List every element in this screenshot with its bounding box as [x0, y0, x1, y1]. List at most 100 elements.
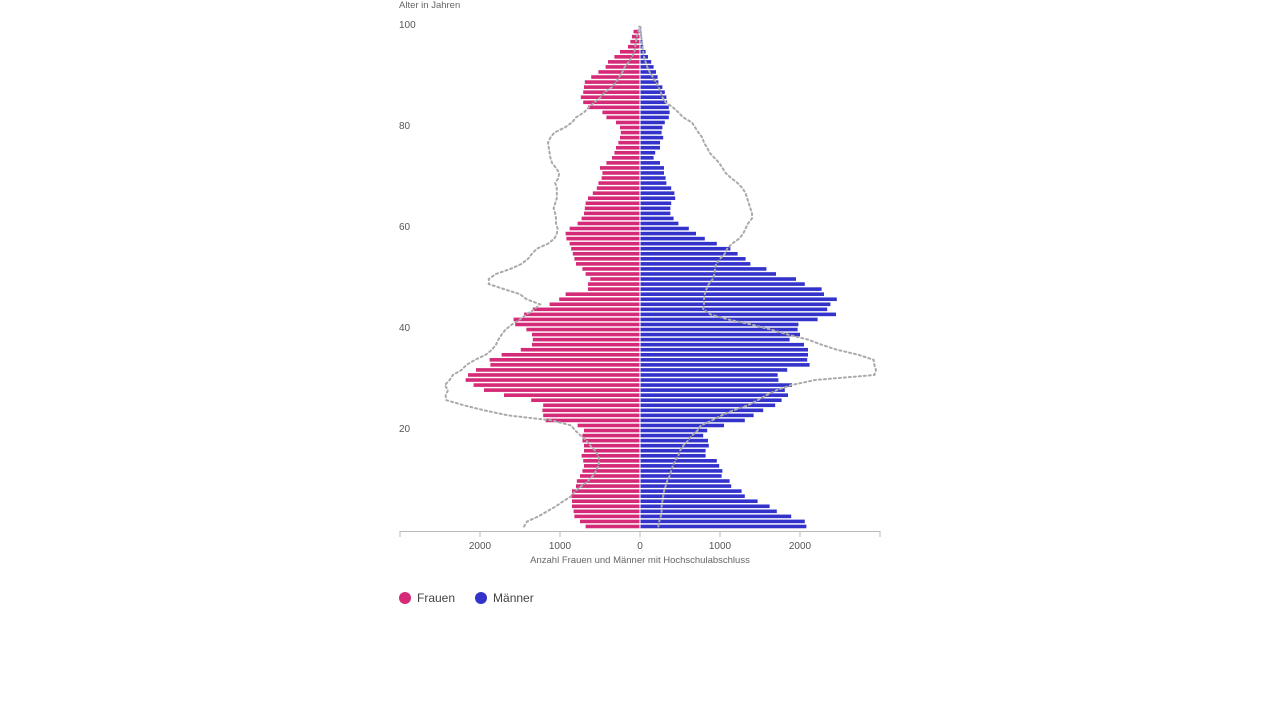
bar-frauen-9 — [576, 479, 640, 483]
bar-frauen-24 — [543, 403, 640, 408]
y-tick-label: 80 — [399, 121, 411, 132]
bar-frauen-50 — [585, 272, 640, 276]
bar-maenner-16 — [640, 443, 709, 448]
bar-maenner-70 — [640, 171, 664, 175]
bar-frauen-39 — [526, 327, 640, 332]
bar-maenner-50 — [640, 272, 776, 276]
bar-frauen-14 — [581, 453, 640, 458]
bar-frauen-21 — [545, 418, 640, 423]
bar-frauen-18 — [582, 433, 640, 438]
outline-maenner — [639, 25, 878, 528]
x-tick-label: 1000 — [549, 541, 572, 552]
bar-frauen-86 — [583, 90, 640, 94]
bar-frauen-93 — [614, 55, 640, 59]
bar-maenner-81 — [640, 115, 669, 120]
bar-frauen-49 — [590, 277, 640, 281]
bar-maenner-83 — [640, 105, 669, 110]
x-axis-title: Anzahl Frauen und Männer mit Hochschulab… — [530, 555, 750, 566]
bar-frauen-2 — [574, 514, 640, 519]
bar-frauen-84 — [583, 100, 640, 105]
bar-maenner-12 — [640, 464, 720, 468]
bar-frauen-20 — [577, 423, 640, 428]
bar-frauen-25 — [531, 398, 640, 403]
bar-frauen-48 — [588, 282, 640, 286]
legend-label-frauen: Frauen — [417, 591, 456, 605]
bar-frauen-12 — [584, 464, 640, 468]
y-tick-label: 100 — [399, 20, 416, 31]
legend: Frauen Männer — [399, 591, 534, 605]
bar-maenner-65 — [640, 196, 676, 201]
bar-frauen-94 — [620, 49, 640, 54]
bar-frauen-69 — [601, 176, 640, 180]
bar-frauen-78 — [620, 130, 640, 135]
bar-maenner-57 — [640, 236, 705, 241]
bar-frauen-36 — [532, 342, 640, 347]
bar-frauen-73 — [612, 156, 640, 160]
bar-maenner-60 — [640, 221, 679, 226]
bar-maenner-40 — [640, 322, 799, 327]
bar-maenner-42 — [640, 312, 836, 317]
bar-frauen-3 — [573, 509, 640, 514]
legend-label-maenner: Männer — [493, 591, 534, 605]
bar-frauen-90 — [598, 70, 640, 74]
legend-item-maenner[interactable]: Männer — [475, 591, 534, 605]
bar-frauen-61 — [581, 216, 640, 221]
bar-maenner-88 — [640, 80, 659, 84]
bar-maenner-22 — [640, 413, 754, 418]
bar-maenner-45 — [640, 297, 837, 302]
bar-frauen-32 — [490, 363, 640, 367]
bar-maenner-84 — [640, 100, 668, 105]
bar-maenner-73 — [640, 156, 654, 160]
bar-maenner-89 — [640, 75, 658, 79]
bar-maenner-67 — [640, 186, 672, 190]
bar-maenner-79 — [640, 125, 663, 130]
bar-frauen-43 — [532, 307, 640, 312]
bar-maenner-4 — [640, 504, 770, 509]
bar-frauen-30 — [468, 373, 640, 377]
bar-maenner-44 — [640, 302, 831, 307]
bar-frauen-44 — [549, 302, 640, 307]
bar-frauen-31 — [476, 368, 640, 372]
bar-frauen-13 — [583, 459, 640, 463]
bar-frauen-53 — [574, 257, 640, 261]
bar-frauen-65 — [588, 196, 640, 201]
bar-frauen-38 — [532, 332, 640, 337]
bar-frauen-85 — [580, 95, 640, 100]
bar-maenner-26 — [640, 393, 788, 397]
outline-frauen — [443, 25, 641, 528]
bar-frauen-91 — [605, 65, 640, 69]
bar-frauen-45 — [559, 297, 640, 302]
bar-maenner-75 — [640, 145, 660, 150]
bar-maenner-32 — [640, 363, 810, 367]
bar-frauen-54 — [572, 251, 640, 256]
bar-maenner-54 — [640, 251, 738, 256]
x-tick-label: 2000 — [789, 541, 812, 552]
bar-maenner-1 — [640, 519, 805, 524]
bar-frauen-57 — [566, 236, 640, 241]
comparison-outline-layer — [443, 25, 878, 528]
bar-maenner-82 — [640, 110, 670, 115]
bar-frauen-34 — [501, 352, 640, 357]
bar-frauen-92 — [608, 60, 640, 64]
bar-maenner-33 — [640, 358, 808, 362]
bar-frauen-46 — [565, 292, 640, 296]
legend-item-frauen[interactable]: Frauen — [399, 591, 455, 605]
bar-frauen-72 — [606, 161, 640, 165]
bar-maenner-21 — [640, 418, 745, 423]
bar-frauen-23 — [542, 408, 640, 413]
bar-maenner-69 — [640, 176, 666, 180]
bar-maenner-14 — [640, 453, 706, 458]
bar-maenner-9 — [640, 479, 730, 483]
bar-frauen-29 — [465, 378, 640, 382]
bar-frauen-17 — [582, 438, 640, 443]
bar-maenner-13 — [640, 459, 717, 463]
bar-maenner-47 — [640, 287, 822, 291]
bar-frauen-63 — [584, 206, 640, 211]
bar-frauen-83 — [588, 105, 640, 110]
bars-layer — [465, 28, 837, 529]
x-tick-label: 1000 — [709, 541, 732, 552]
bar-frauen-4 — [572, 504, 640, 509]
bar-maenner-48 — [640, 282, 805, 286]
bar-frauen-70 — [602, 171, 640, 175]
y-axis-title: Alter in Jahren — [399, 0, 460, 11]
